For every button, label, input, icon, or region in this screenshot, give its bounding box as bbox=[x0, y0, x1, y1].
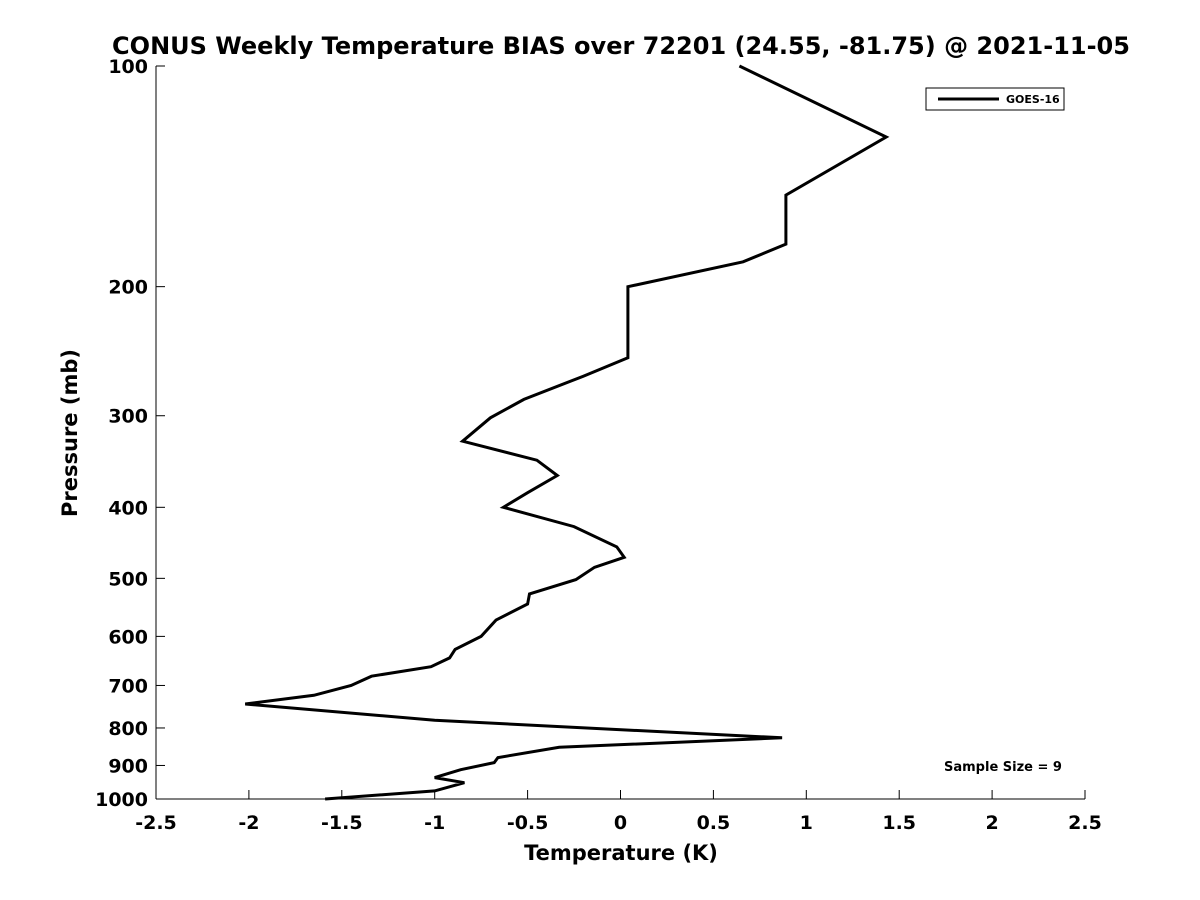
x-tick-label: 1.5 bbox=[882, 812, 916, 834]
y-tick-label: 400 bbox=[108, 497, 148, 519]
x-tick-label: -2 bbox=[238, 812, 259, 834]
x-tick-label: 0 bbox=[614, 812, 627, 834]
y-axis-label: Pressure (mb) bbox=[58, 349, 82, 517]
series-line-goes-16 bbox=[245, 64, 890, 801]
x-tick-label: -1 bbox=[424, 812, 445, 834]
y-tick-label: 700 bbox=[108, 675, 148, 697]
y-tick-label: 1000 bbox=[95, 789, 148, 811]
x-tick-label: 2 bbox=[985, 812, 998, 834]
sample-size-annotation: Sample Size = 9 bbox=[944, 760, 1062, 775]
y-tick-label: 800 bbox=[108, 718, 148, 740]
x-tick-label: -2.5 bbox=[135, 812, 177, 834]
legend: GOES-16 bbox=[925, 87, 1065, 111]
x-axis-label: Temperature (K) bbox=[524, 841, 718, 865]
y-tick-label: 200 bbox=[108, 277, 148, 299]
plot-axes bbox=[155, 66, 1085, 800]
y-tick-label: 300 bbox=[108, 406, 148, 428]
x-tick-label: 0.5 bbox=[697, 812, 731, 834]
y-tick-label: 100 bbox=[108, 56, 148, 78]
y-tick-label: 600 bbox=[108, 626, 148, 648]
legend-label-goes-16: GOES-16 bbox=[1006, 93, 1060, 106]
axis-ticks bbox=[155, 65, 1086, 800]
x-tick-label: 1 bbox=[800, 812, 813, 834]
x-tick-label: -1.5 bbox=[321, 812, 363, 834]
y-tick-label: 900 bbox=[108, 755, 148, 777]
x-tick-label: 2.5 bbox=[1068, 812, 1102, 834]
x-tick-label: -0.5 bbox=[507, 812, 549, 834]
axis-tick-labels: -2.5 -2 -1.5 -1 -0.5 0 0.5 1 1.5 2 2.5 100 200 300 400… bbox=[95, 56, 1102, 834]
chart-title: CONUS Weekly Temperature BIAS over 72201… bbox=[112, 32, 1130, 60]
y-tick-label: 500 bbox=[108, 568, 148, 590]
